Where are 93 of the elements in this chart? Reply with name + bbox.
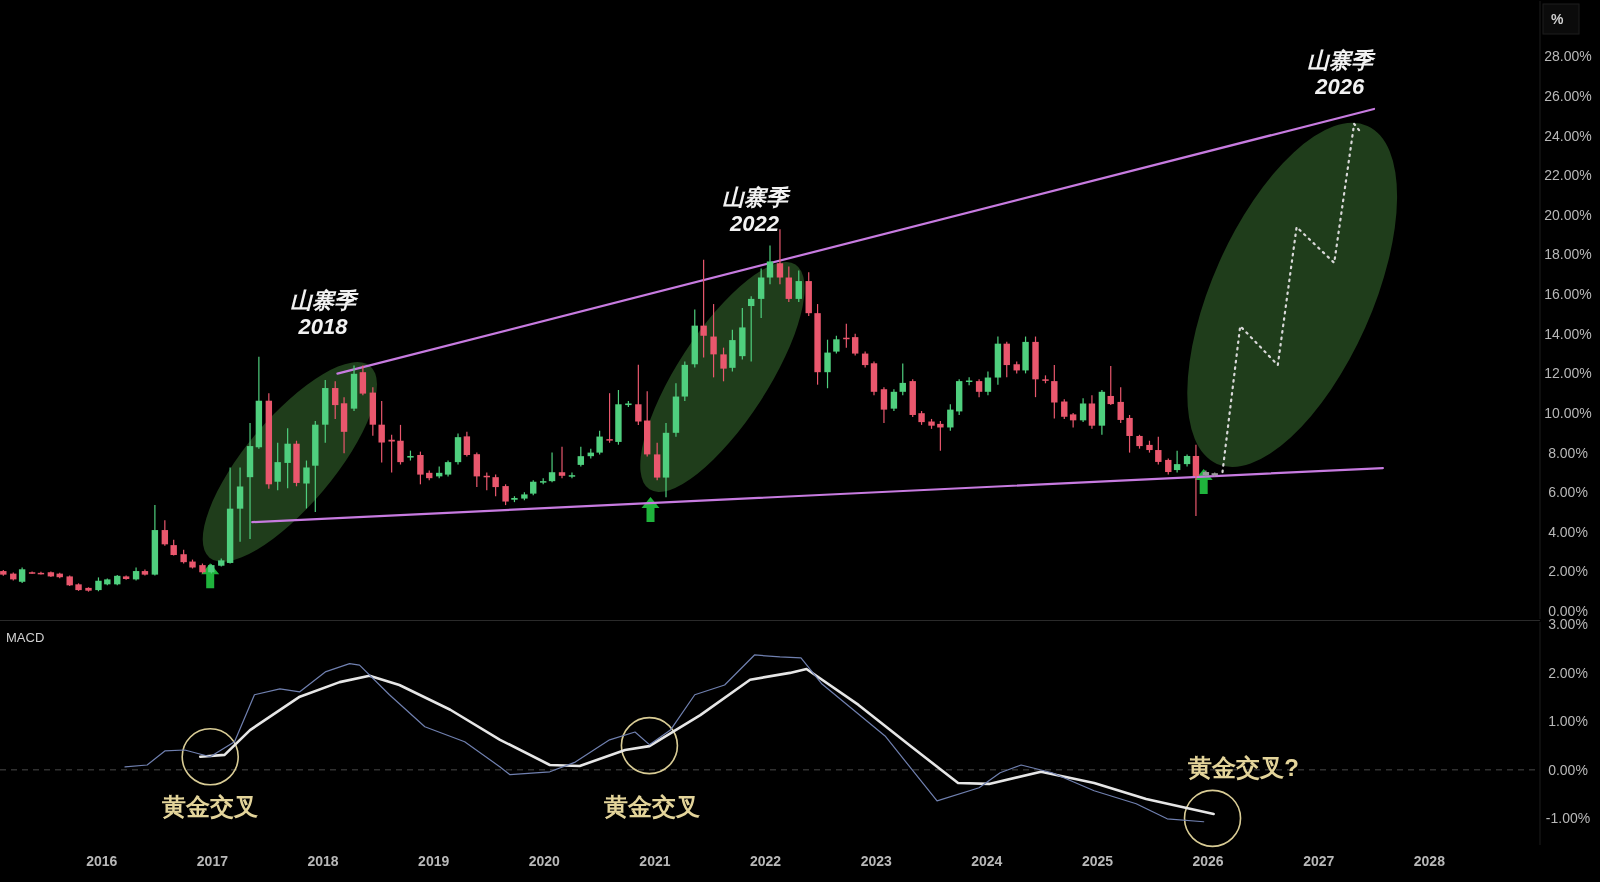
x-tick-label: 2018: [307, 853, 339, 869]
candlestick: [284, 427, 291, 489]
candlestick: [378, 400, 385, 464]
y-tick-label: 1.00%: [1548, 713, 1588, 730]
line-series: [1221, 122, 1363, 474]
y-tick-label: 3.00%: [1548, 616, 1588, 633]
y-tick-label: 8.00%: [1548, 444, 1588, 461]
annotation: 山寨季 2022: [721, 184, 791, 236]
candlestick: [1003, 341, 1010, 378]
candlestick: [332, 380, 339, 420]
y-tick-label: 12.00%: [1544, 365, 1592, 382]
candlestick: [417, 451, 424, 485]
candlestick: [700, 259, 707, 359]
y-tick-label: 10.00%: [1544, 404, 1592, 421]
candlestick: [1192, 444, 1200, 517]
annotation: 黄金交叉: [602, 793, 700, 821]
x-tick-label: 2016: [86, 853, 118, 869]
y-tick-label: 4.00%: [1548, 523, 1588, 540]
candlestick: [568, 471, 576, 479]
x-tick-label: 2028: [1413, 853, 1446, 869]
y-tick-label: 16.00%: [1544, 286, 1592, 303]
candlestick: [596, 430, 603, 456]
candlestick: [388, 434, 395, 474]
annotation: 山寨季 2018: [290, 287, 360, 339]
y-tick-label: 22.00%: [1544, 167, 1592, 184]
y-tick-label: 24.00%: [1544, 127, 1592, 144]
y-tick-label: 2.00%: [1548, 563, 1588, 580]
x-tick-label: 2023: [860, 853, 892, 869]
candlestick: [937, 420, 944, 452]
candlestick: [463, 431, 471, 458]
y-tick-label: 6.00%: [1548, 484, 1588, 501]
candlestick: [161, 519, 169, 547]
candlestick: [1155, 436, 1162, 466]
candlestick: [274, 442, 281, 491]
candlestick: [1061, 398, 1068, 420]
y-tick-label: -1.00%: [1545, 810, 1591, 827]
candlestick: [558, 446, 566, 479]
candlestick: [1088, 394, 1096, 430]
annotation: 黄金交叉: [161, 793, 259, 821]
x-tick-label: 2019: [418, 853, 450, 869]
candlestick: [635, 364, 642, 426]
candlestick: [710, 303, 717, 378]
x-tick-label: 2017: [196, 853, 229, 869]
candlestick: [473, 452, 481, 488]
candlestick: [492, 473, 499, 497]
candlestick: [785, 265, 793, 303]
annotation: 黄金交叉?: [1187, 754, 1299, 782]
candlestick: [577, 446, 585, 468]
candlestick: [984, 370, 992, 396]
candlestick: [653, 442, 661, 481]
x-tick-label: 2021: [639, 853, 671, 869]
candlestick: [824, 339, 831, 389]
candlestick: [606, 392, 613, 444]
x-tick-label: 2020: [528, 853, 561, 869]
y-axis-title: %: [1551, 10, 1564, 27]
candlestick: [851, 333, 859, 357]
candlestick: [1126, 414, 1133, 454]
y-tick-label: 26.00%: [1544, 87, 1592, 104]
y-tick-label: 28.00%: [1544, 48, 1592, 65]
x-tick-label: 2022: [750, 853, 782, 869]
candlestick: [1069, 412, 1077, 429]
candlestick: [757, 267, 765, 319]
y-tick-label: 18.00%: [1544, 246, 1592, 263]
y-tick-label: 0.00%: [1548, 602, 1588, 619]
candlestick: [1173, 450, 1181, 474]
x-tick-label: 2027: [1303, 853, 1335, 869]
candlestick: [502, 483, 509, 506]
candlestick: [747, 295, 755, 363]
candlestick: [1117, 386, 1124, 424]
candlestick: [899, 362, 906, 396]
candlestick: [397, 424, 404, 466]
candlestick: [548, 452, 556, 483]
candlestick: [766, 244, 774, 285]
y-tick-label: 14.00%: [1544, 325, 1592, 342]
candlestick: [795, 269, 802, 303]
y-tick-label: 2.00%: [1548, 664, 1588, 681]
candlestick: [890, 388, 898, 412]
candlestick: [1051, 364, 1058, 420]
y-tick-label: 20.00%: [1544, 206, 1592, 223]
candlestick: [359, 364, 367, 396]
candlestick: [1079, 397, 1087, 423]
candlestick: [720, 347, 727, 382]
candlestick: [303, 459, 310, 510]
text: MACD: [6, 630, 45, 645]
candlestick: [880, 386, 888, 424]
x-tick-label: 2024: [971, 853, 1003, 869]
candlestick: [1107, 365, 1114, 406]
annotation: 山寨季 2026: [1306, 48, 1376, 100]
x-tick-label: 2026: [1192, 853, 1224, 869]
y-tick-label: 0.00%: [1548, 761, 1588, 778]
x-tick-label: 2025: [1081, 853, 1114, 869]
candlestick: [236, 466, 244, 543]
candlestick: [947, 403, 954, 432]
